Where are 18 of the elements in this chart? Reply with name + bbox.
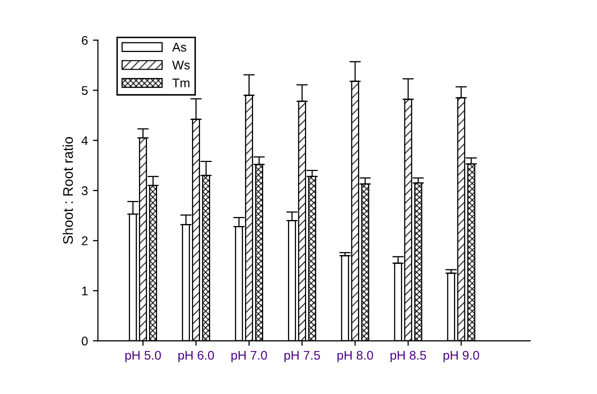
legend-label: Tm <box>172 78 190 88</box>
x-tick-label: pH 9.0 <box>444 350 480 362</box>
y-tick-label: 3 <box>82 186 88 196</box>
x-tick-label: pH 7.0 <box>231 350 267 362</box>
y-tick-label: 2 <box>82 236 88 246</box>
y-tick-label: 6 <box>82 36 88 45</box>
y-axis-title: Shoot : Root ratio <box>62 137 73 244</box>
x-tick-label: pH 5.0 <box>125 350 161 362</box>
y-tick-label: 5 <box>82 86 88 95</box>
y-tick-label: 4 <box>82 136 88 145</box>
x-tick-label: pH 7.5 <box>284 350 320 362</box>
legend-label: As <box>172 42 186 52</box>
x-tick-label: pH 8.5 <box>390 350 426 362</box>
legend-label: Ws <box>172 60 190 70</box>
y-tick-label: 1 <box>82 286 88 296</box>
x-tick-label: pH 8.0 <box>338 350 374 362</box>
x-tick-label: pH 6.0 <box>178 350 214 362</box>
y-tick-label: 0 <box>82 336 88 346</box>
